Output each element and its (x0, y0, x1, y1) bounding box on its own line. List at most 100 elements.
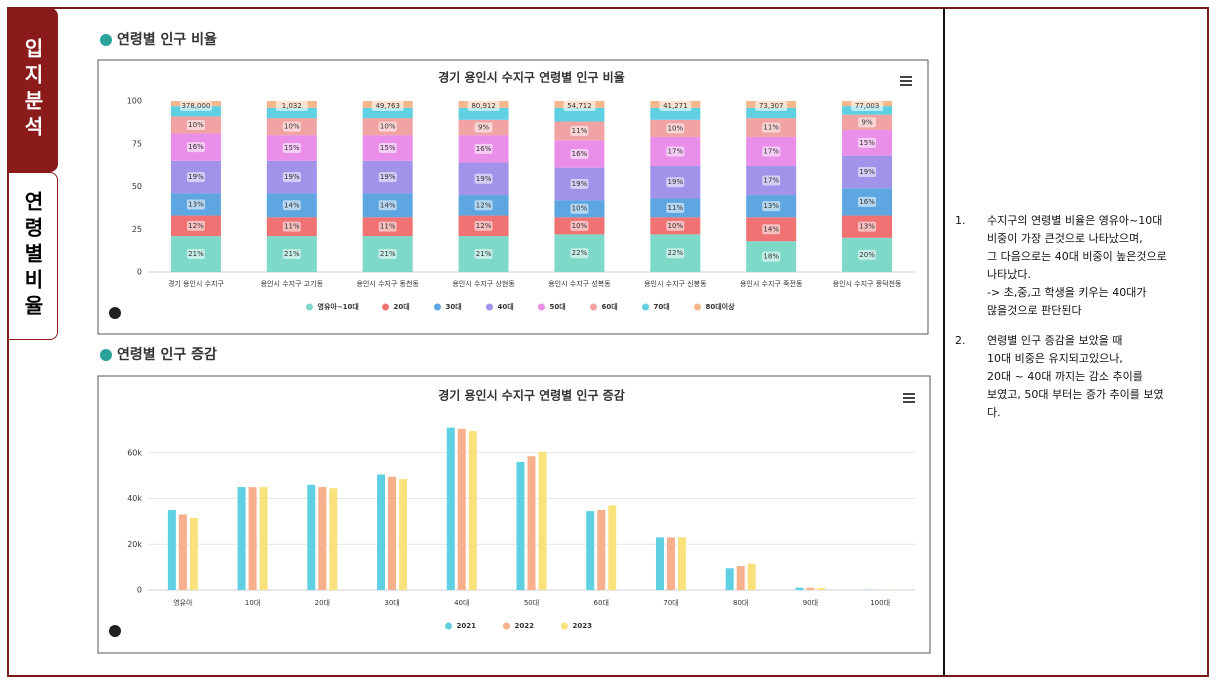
note-line: 10대 비중은 유지되고있으나, (987, 352, 1123, 365)
y-tick-label: 20k (127, 540, 142, 549)
bar (747, 563, 756, 590)
menu-icon[interactable] (903, 393, 915, 403)
label-box (186, 119, 205, 130)
label-box (858, 166, 877, 177)
bar (329, 488, 338, 590)
label-box (186, 249, 205, 260)
legend-swatch (538, 303, 545, 311)
data-label: 21% (380, 250, 396, 258)
label-box (282, 249, 301, 260)
note-line: 나타났다. (987, 268, 1031, 281)
bar (725, 568, 734, 590)
total-label: 77,003 (855, 102, 880, 110)
label-box (858, 221, 877, 232)
logo (109, 625, 121, 637)
x-tick-label: 용인시 수지구 동천동 (356, 279, 419, 288)
label-box (179, 101, 212, 111)
x-tick-label: 용인시 수지구 죽전동 (740, 279, 803, 288)
legend-label: 50대 (550, 302, 566, 311)
label-box (474, 220, 493, 231)
total-label: 49,763 (375, 102, 400, 110)
data-label: 10% (284, 123, 300, 131)
data-label: 19% (188, 173, 204, 181)
bar-segment (362, 107, 413, 119)
bar (399, 479, 408, 590)
note-line: 그 다음으로는 40대 비중이 높은것으로 (987, 250, 1167, 263)
x-tick-label: 40대 (454, 599, 469, 607)
total-label: 80,912 (471, 102, 496, 110)
bar-segment (170, 106, 221, 117)
bar-segment (266, 107, 317, 119)
label-box (378, 143, 397, 154)
label-box (570, 220, 589, 231)
label-box (186, 172, 205, 183)
x-tick-label: 90대 (803, 599, 818, 607)
data-label: 15% (380, 144, 396, 152)
tab[interactable]: 입지분석 (8, 8, 58, 172)
legend-label: 80대이상 (706, 302, 736, 311)
label-box (186, 220, 205, 231)
chart-box (97, 59, 929, 335)
bar (666, 537, 675, 590)
data-label: 22% (572, 249, 588, 257)
label-box (762, 251, 781, 262)
bar (795, 587, 804, 590)
x-tick-label: 영유아 (173, 598, 193, 607)
x-tick-label: 용인시 수지구 상현동 (452, 279, 515, 288)
label-box (570, 149, 589, 160)
bar (318, 487, 327, 590)
label-box (378, 121, 397, 132)
label-box (666, 123, 685, 134)
data-label: 12% (476, 222, 492, 230)
x-tick-label: 80대 (733, 599, 748, 607)
label-box (563, 101, 596, 111)
label-box (762, 224, 781, 235)
label-box (858, 249, 877, 260)
legend-swatch (642, 303, 649, 311)
note-line: 연령별 인구 증감을 보았을 때 (987, 334, 1123, 347)
bar (516, 461, 525, 590)
data-label: 11% (380, 223, 396, 231)
y-tick-label: 40k (127, 494, 142, 503)
section-icon (100, 34, 112, 46)
bar (446, 427, 455, 590)
data-label: 10% (668, 222, 684, 230)
legend-label: 30대 (446, 302, 462, 311)
data-label: 13% (763, 202, 779, 210)
x-tick-label: 20대 (315, 599, 330, 607)
total-label: 41,271 (663, 102, 688, 110)
data-label: 21% (284, 250, 300, 258)
label-box (282, 172, 301, 183)
label-box (762, 122, 781, 133)
data-label: 17% (763, 147, 779, 155)
legend-swatch (382, 303, 389, 311)
x-tick-label: 용인시 수지구 고기동 (261, 279, 324, 288)
menu-icon[interactable] (900, 76, 912, 86)
tab[interactable]: 연령별비율 (8, 172, 58, 340)
data-label: 19% (668, 178, 684, 186)
bar (527, 456, 536, 590)
x-tick-label: 10대 (245, 599, 260, 607)
bar-segment (746, 107, 797, 119)
data-label: 16% (859, 198, 875, 206)
data-label: 14% (763, 225, 779, 233)
data-label: 16% (572, 150, 588, 158)
data-label: 14% (380, 201, 396, 209)
label-box (378, 249, 397, 260)
data-label: 22% (668, 249, 684, 257)
data-label: 12% (188, 222, 204, 230)
bar (586, 511, 595, 590)
y-tick-label: 50 (132, 182, 142, 191)
data-label: 11% (572, 127, 588, 135)
note: 1. 수지구의 연령별 비율은 영유아~10대 비중이 가장 큰것으로 나타났으며,… (955, 212, 1205, 320)
total-label: 378,000 (181, 102, 210, 110)
note: 2. 연령별 인구 증감을 보았을 때 10대 비중은 유지되고있으나, 20대 ~ … (955, 332, 1205, 422)
legend-swatch (590, 303, 597, 311)
x-tick-label: 70대 (663, 599, 678, 607)
bar (388, 476, 397, 590)
chart-title: 경기 용인시 수지구 연령별 인구 비율 (438, 70, 625, 85)
data-label: 11% (284, 223, 300, 231)
legend-swatch (694, 303, 701, 311)
data-label: 9% (862, 118, 873, 126)
x-tick-label: 30대 (384, 599, 399, 607)
